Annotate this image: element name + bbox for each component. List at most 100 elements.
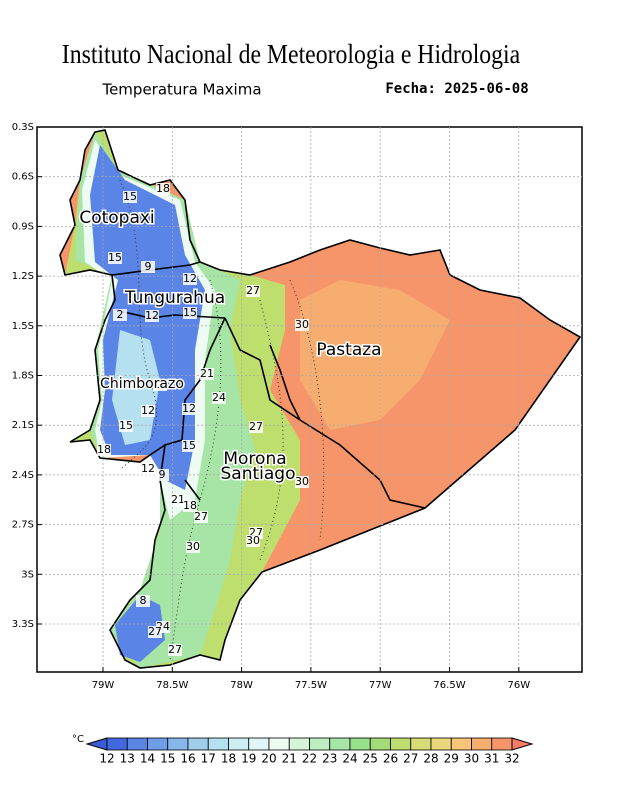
colorbar-box xyxy=(430,737,452,751)
colorbar-under xyxy=(85,737,108,751)
contour-label: 27 xyxy=(168,643,182,656)
colorbar-over xyxy=(511,737,534,751)
colorbar-tick-label: 28 xyxy=(423,752,438,766)
colorbar-tick-label: 16 xyxy=(180,752,195,766)
lat-tick-label: 2.1S xyxy=(12,420,34,431)
subtitle: Temperatura Maxima xyxy=(101,81,261,99)
lat-tick-label: 0.3S xyxy=(12,122,34,133)
contour-label: 21 xyxy=(200,367,214,380)
colorbar-box xyxy=(126,737,148,751)
contour-label-bg xyxy=(246,535,260,547)
contour-label-bg xyxy=(136,595,150,607)
contour-label: 21 xyxy=(171,493,185,506)
contour-label: 15 xyxy=(123,190,137,203)
lon-tick-label: 77.5W xyxy=(295,680,327,691)
contour-label-bg xyxy=(97,444,111,456)
colorbar-box xyxy=(491,737,513,751)
contour-label-bg xyxy=(155,469,169,481)
contour-label: 12 xyxy=(145,309,159,322)
colorbar-tick-label: 17 xyxy=(201,752,216,766)
contour-label: 12 xyxy=(141,404,155,417)
lon-tick-label: 78.5W xyxy=(156,680,188,691)
contour-label-bg xyxy=(145,310,159,322)
contour-label-bg xyxy=(108,252,122,264)
contour-label-bg xyxy=(200,368,214,380)
colorbar-tick-label: 24 xyxy=(342,752,357,766)
contour-label-bg xyxy=(246,285,260,297)
contour-label-bg xyxy=(171,494,185,506)
contour-label-bg xyxy=(182,403,196,415)
contour-label-bg xyxy=(148,626,162,638)
colorbar-box xyxy=(167,737,189,751)
colorbar-box xyxy=(329,737,351,751)
lat-tick-label: 0.9S xyxy=(12,221,34,232)
colorbar-tick-label: 21 xyxy=(282,752,297,766)
contour-line xyxy=(119,179,325,661)
lat-tick-label: 3S xyxy=(21,569,34,580)
contour-label-bg xyxy=(123,191,137,203)
lat-tick-label: 2.7S xyxy=(12,520,34,531)
date: Fecha: 2025-06-08 xyxy=(385,81,528,97)
lat-tick-label: 1.2S xyxy=(12,271,34,282)
contour-label: 27 xyxy=(246,284,260,297)
colorbar-box xyxy=(410,737,432,751)
contour-label-bg xyxy=(186,541,200,553)
colorbar-box xyxy=(228,737,250,751)
contour-label-bg xyxy=(153,379,167,391)
colorbar-box xyxy=(349,737,371,751)
map xyxy=(59,129,582,669)
contour-label-bg xyxy=(183,307,197,319)
colorbar-box xyxy=(390,737,412,751)
contour-label: 9 xyxy=(145,260,152,273)
contour-label: 9 xyxy=(159,468,166,481)
contour-label-bg xyxy=(249,421,263,433)
contour-label: 18 xyxy=(153,378,167,391)
lat-tick-label: 1.8S xyxy=(12,371,34,382)
colorbar-box xyxy=(147,737,169,751)
lon-tick-label: 78W xyxy=(230,680,253,691)
lon-tick-label: 76.5W xyxy=(433,680,465,691)
province-label: Morona xyxy=(223,449,286,469)
contour-label: 12 xyxy=(183,272,197,285)
contour-label-bg xyxy=(113,309,127,321)
province-label: Santiago xyxy=(221,464,296,484)
colorbar-box xyxy=(309,737,331,751)
lon-tick-label: 79W xyxy=(92,680,115,691)
colorbar-box xyxy=(471,737,493,751)
province-label: Chimborazo xyxy=(100,376,184,392)
contour-label: 12 xyxy=(141,462,155,475)
province-label: Tungurahua xyxy=(124,288,225,308)
colorbar-unit: °C xyxy=(72,734,84,745)
colorbar-tick-label: 32 xyxy=(504,752,519,766)
colorbar-box xyxy=(187,737,209,751)
contour-label: 2 xyxy=(117,308,124,321)
colorbar-tick-label: 20 xyxy=(261,752,276,766)
contour-label-bg xyxy=(141,405,155,417)
colorbar-tick-label: 15 xyxy=(160,752,175,766)
contour-label: 18 xyxy=(97,443,111,456)
contour-label-bg xyxy=(212,392,226,404)
colorbar-tick-label: 13 xyxy=(120,752,135,766)
colorbar-tick-label: 18 xyxy=(221,752,236,766)
region-warm xyxy=(300,280,450,430)
contour-label-bg xyxy=(295,476,309,488)
contour-label: 24 xyxy=(212,391,226,404)
contour-label: 12 xyxy=(182,402,196,415)
contour-label: 27 xyxy=(249,420,263,433)
contour-label: 30 xyxy=(246,534,260,547)
contour-label: 18 xyxy=(183,499,197,512)
colorbar-box xyxy=(268,737,290,751)
colorbar-box xyxy=(248,737,270,751)
lon-tick-label: 77W xyxy=(369,680,392,691)
colorbar-tick-label: 25 xyxy=(363,752,378,766)
contour-label: 15 xyxy=(119,419,133,432)
colorbar-tick-label: 12 xyxy=(99,752,114,766)
contour-label-bg xyxy=(141,261,155,273)
contour-label: 27 xyxy=(148,625,162,638)
region-south-cold xyxy=(115,595,165,662)
contour-label-bg xyxy=(182,440,196,452)
lat-tick-label: 3.3S xyxy=(12,619,34,630)
colorbar-tick-label: 30 xyxy=(464,752,479,766)
lat-tick-label: 0.6S xyxy=(12,172,34,183)
title: Instituto Nacional de Meteorologia e Hid… xyxy=(62,39,520,70)
